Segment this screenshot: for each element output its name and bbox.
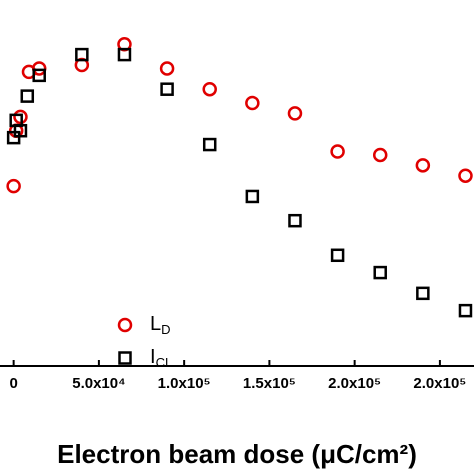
series: [6, 47, 473, 365]
point: [373, 265, 387, 280]
legend-marker: [117, 317, 133, 333]
point: [32, 68, 46, 83]
point: [75, 47, 89, 62]
legend-name: L: [150, 313, 161, 335]
point: [20, 89, 35, 103]
point: [330, 248, 345, 263]
point: [458, 303, 473, 318]
point: [6, 178, 21, 194]
point: [287, 106, 303, 121]
x-tick-label: 2.0x10⁵: [413, 375, 466, 392]
legend-subscript: CL: [156, 355, 173, 370]
x-tick-label: 0: [9, 375, 17, 392]
legend-name: I: [150, 346, 156, 368]
point: [415, 158, 431, 173]
legend-label: ICL: [150, 346, 172, 370]
point: [160, 82, 174, 96]
x-tick-label: 2.0x10⁵: [328, 375, 381, 392]
point: [245, 95, 260, 111]
point: [159, 61, 175, 76]
series: [6, 36, 473, 333]
x-tick-label: 1.5x10⁵: [243, 375, 296, 392]
point: [416, 286, 430, 301]
point: [288, 213, 302, 228]
point: [6, 130, 21, 145]
point: [458, 168, 473, 183]
point: [31, 61, 47, 76]
x-axis-label: Electron beam dose (μC/cm²): [57, 439, 417, 469]
legend-marker: [118, 351, 132, 365]
x-tick-label: 1.0x10⁵: [158, 375, 211, 392]
point: [117, 47, 132, 62]
point: [330, 144, 345, 159]
point: [245, 189, 260, 204]
point: [202, 137, 217, 152]
point: [372, 147, 388, 163]
legend-subscript: D: [161, 322, 170, 337]
legend-label: LD: [150, 313, 171, 337]
point: [13, 123, 28, 138]
x-tick-label: 5.0x10⁴: [72, 375, 125, 392]
point: [202, 81, 217, 97]
